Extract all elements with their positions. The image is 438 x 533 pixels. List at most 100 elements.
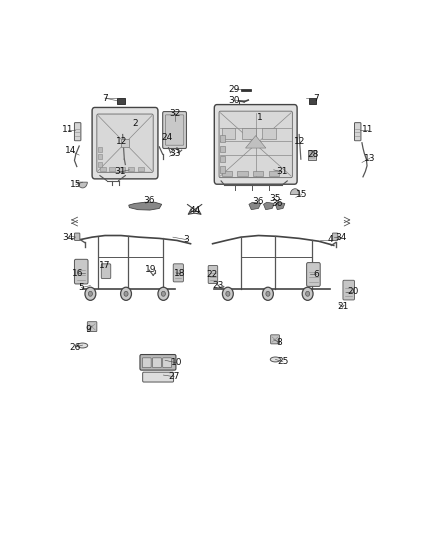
FancyBboxPatch shape [74, 233, 80, 240]
Ellipse shape [270, 357, 280, 362]
Text: 23: 23 [213, 281, 224, 290]
FancyBboxPatch shape [214, 104, 297, 184]
Bar [262, 128, 276, 139]
Circle shape [223, 287, 233, 301]
Ellipse shape [78, 343, 88, 348]
FancyBboxPatch shape [166, 115, 184, 145]
Circle shape [85, 287, 96, 301]
FancyBboxPatch shape [140, 354, 176, 370]
Text: 13: 13 [364, 154, 375, 163]
Text: 9: 9 [86, 326, 92, 334]
Text: 34: 34 [62, 232, 73, 241]
FancyBboxPatch shape [354, 123, 361, 141]
FancyBboxPatch shape [74, 123, 81, 141]
Text: 27: 27 [169, 372, 180, 381]
Text: 3: 3 [184, 235, 189, 244]
Circle shape [306, 292, 310, 296]
Circle shape [302, 287, 313, 301]
Polygon shape [264, 202, 274, 209]
Wedge shape [290, 189, 300, 195]
Text: 10: 10 [170, 358, 182, 367]
Circle shape [266, 292, 270, 296]
Circle shape [88, 292, 92, 296]
Bar [98, 161, 102, 166]
Circle shape [120, 287, 131, 301]
Text: 15: 15 [296, 190, 307, 199]
Text: 30: 30 [228, 95, 240, 104]
FancyBboxPatch shape [307, 263, 320, 286]
FancyBboxPatch shape [219, 111, 293, 177]
Text: 11: 11 [62, 125, 74, 134]
Bar [222, 171, 232, 176]
Text: 26: 26 [70, 343, 81, 352]
Text: 15: 15 [70, 180, 81, 189]
FancyBboxPatch shape [143, 372, 173, 382]
FancyBboxPatch shape [92, 108, 158, 179]
Polygon shape [249, 202, 261, 209]
FancyBboxPatch shape [117, 98, 125, 104]
Bar [109, 166, 115, 171]
Polygon shape [129, 202, 162, 210]
FancyBboxPatch shape [142, 358, 151, 368]
Bar [220, 156, 225, 163]
FancyBboxPatch shape [309, 98, 317, 104]
Text: 24: 24 [162, 133, 173, 142]
Text: 16: 16 [72, 269, 84, 278]
Text: 8: 8 [276, 338, 283, 347]
Text: 35: 35 [269, 194, 280, 203]
FancyBboxPatch shape [271, 335, 279, 344]
Text: 31: 31 [114, 167, 126, 176]
Bar [253, 171, 263, 176]
Text: 12: 12 [293, 138, 305, 147]
Bar [98, 147, 102, 152]
Text: 36: 36 [252, 197, 264, 206]
Circle shape [124, 292, 128, 296]
Polygon shape [246, 135, 266, 148]
Bar [237, 171, 247, 176]
Bar [119, 166, 125, 171]
FancyBboxPatch shape [162, 358, 172, 368]
Bar [220, 135, 225, 142]
Text: 5: 5 [78, 283, 84, 292]
Bar [98, 154, 102, 159]
FancyBboxPatch shape [152, 358, 161, 368]
Bar [138, 166, 144, 171]
Text: 18: 18 [174, 269, 185, 278]
Text: 31: 31 [276, 167, 288, 176]
FancyBboxPatch shape [208, 265, 218, 284]
Polygon shape [276, 202, 285, 209]
Text: 34: 34 [335, 232, 346, 241]
Bar [220, 166, 225, 173]
Text: 28: 28 [308, 150, 319, 159]
Wedge shape [78, 182, 87, 188]
Circle shape [161, 292, 166, 296]
Text: 36: 36 [143, 196, 155, 205]
Bar [242, 128, 256, 139]
Bar [220, 146, 225, 152]
Bar [121, 139, 129, 147]
FancyBboxPatch shape [307, 150, 316, 159]
Text: 14: 14 [65, 147, 77, 156]
FancyBboxPatch shape [74, 260, 88, 284]
Text: 11: 11 [362, 125, 374, 134]
Text: 7: 7 [313, 93, 319, 102]
Bar [222, 128, 235, 139]
FancyBboxPatch shape [97, 114, 153, 172]
Text: 25: 25 [277, 357, 289, 366]
FancyBboxPatch shape [101, 264, 111, 279]
FancyBboxPatch shape [162, 111, 187, 149]
Text: 17: 17 [99, 261, 111, 270]
Text: 4: 4 [328, 235, 333, 244]
Circle shape [226, 292, 230, 296]
Circle shape [158, 287, 169, 301]
Bar [99, 166, 106, 171]
Text: 32: 32 [170, 109, 181, 118]
Text: 7: 7 [102, 93, 108, 102]
Bar [128, 166, 134, 171]
Text: 6: 6 [313, 270, 319, 279]
Bar [268, 171, 279, 176]
FancyBboxPatch shape [173, 264, 184, 282]
FancyBboxPatch shape [332, 233, 338, 240]
Text: 33: 33 [170, 149, 181, 158]
Polygon shape [241, 88, 251, 91]
